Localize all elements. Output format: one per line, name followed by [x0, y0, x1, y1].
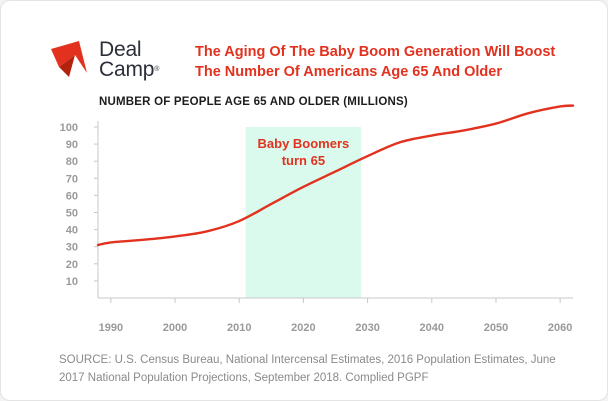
y-tick-label: 100 — [60, 122, 78, 134]
x-tick-label: 2020 — [291, 322, 315, 334]
highlight-label-line-1: Baby Boomers — [258, 136, 350, 151]
x-tick-label: 2040 — [420, 322, 444, 334]
y-tick-label: 90 — [66, 139, 78, 151]
registered-mark: ® — [154, 66, 160, 73]
dealcamp-arrow-logo-icon — [51, 41, 87, 77]
x-tick-label: 2060 — [548, 322, 572, 334]
headline-line-1: The Aging Of The Baby Boom Generation Wi… — [195, 44, 556, 60]
x-tick-label: 2030 — [355, 322, 379, 334]
x-tick-label: 2010 — [227, 322, 251, 334]
highlight-label-line-2: turn 65 — [282, 153, 325, 168]
y-tick-label: 60 — [66, 190, 78, 202]
y-tick-label: 20 — [66, 259, 78, 271]
brand-line-1: Deal — [99, 38, 142, 61]
y-tick-label: 70 — [66, 173, 78, 185]
y-axis-title: NUMBER OF PEOPLE AGE 65 AND OLDER (MILLI… — [99, 96, 408, 108]
headline-line-2: The Number Of Americans Age 65 And Older — [195, 64, 502, 80]
x-tick-label: 2000 — [163, 322, 187, 334]
source-line-2: 2017 National Population Projections, Se… — [59, 372, 429, 384]
x-tick-label: 2050 — [484, 322, 508, 334]
y-tick-label: 80 — [66, 156, 78, 168]
chart-headline: The Aging Of The Baby Boom Generation Wi… — [195, 42, 595, 82]
y-tick-label: 50 — [66, 208, 78, 220]
dealcamp-logo[interactable]: Deal Camp® — [51, 39, 191, 83]
series-line-0 — [96, 104, 575, 247]
y-tick-label: 40 — [66, 225, 78, 237]
source-line-1: SOURCE: U.S. Census Bureau, National Int… — [59, 354, 556, 366]
x-tick-label: 1990 — [99, 322, 123, 334]
y-tick-label: 10 — [66, 276, 78, 288]
brand-name: Deal Camp® — [99, 38, 160, 81]
source-note: SOURCE: U.S. Census Bureau, National Int… — [59, 351, 589, 387]
brand-line-2: Camp — [99, 58, 155, 81]
baby-boomers-highlight-band — [245, 127, 362, 298]
y-tick-label: 30 — [66, 242, 78, 254]
